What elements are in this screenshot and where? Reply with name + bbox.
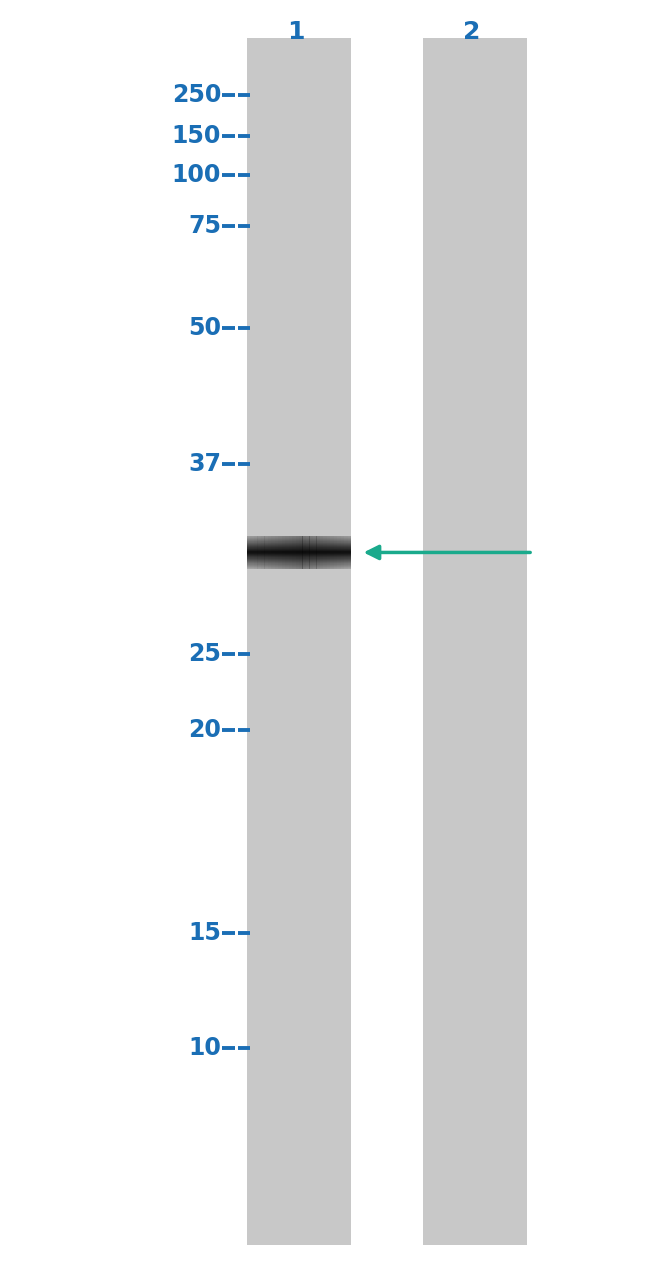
Bar: [285, 536, 289, 569]
Bar: [323, 536, 327, 569]
Text: 2: 2: [463, 20, 480, 43]
Text: 100: 100: [172, 164, 221, 187]
Text: 75: 75: [188, 215, 221, 237]
Bar: [313, 536, 317, 569]
Bar: [296, 536, 299, 569]
Bar: [268, 536, 272, 569]
Bar: [327, 536, 330, 569]
Text: 37: 37: [188, 452, 221, 475]
Bar: [261, 536, 265, 569]
Text: 15: 15: [188, 922, 221, 945]
Bar: [289, 536, 292, 569]
Bar: [330, 536, 334, 569]
Bar: [309, 536, 313, 569]
Bar: [247, 536, 251, 569]
Text: 20: 20: [188, 719, 221, 742]
Text: 250: 250: [172, 84, 221, 107]
Bar: [348, 536, 351, 569]
Bar: [271, 536, 275, 569]
Bar: [250, 536, 254, 569]
Bar: [337, 536, 341, 569]
Bar: [344, 536, 348, 569]
Bar: [254, 536, 257, 569]
Bar: [247, 38, 351, 1245]
Bar: [275, 536, 278, 569]
Bar: [317, 536, 320, 569]
Bar: [257, 536, 261, 569]
Bar: [299, 536, 303, 569]
Bar: [333, 536, 337, 569]
Bar: [292, 536, 296, 569]
Bar: [278, 536, 282, 569]
Bar: [281, 536, 285, 569]
Bar: [265, 536, 268, 569]
Text: 150: 150: [172, 124, 221, 147]
Bar: [320, 536, 324, 569]
Bar: [341, 536, 344, 569]
Bar: [306, 536, 309, 569]
Text: 50: 50: [188, 316, 221, 339]
Bar: [422, 38, 526, 1245]
Bar: [302, 536, 306, 569]
Text: 25: 25: [188, 643, 221, 665]
Text: 1: 1: [287, 20, 304, 43]
Text: 10: 10: [188, 1036, 221, 1059]
